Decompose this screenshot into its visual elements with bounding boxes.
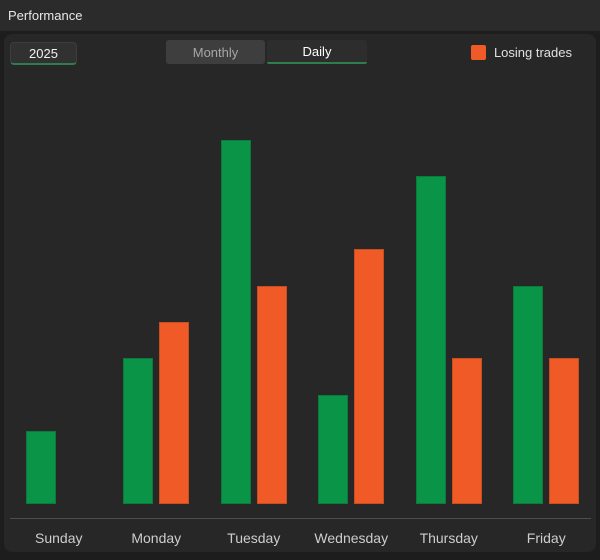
x-axis-label-thursday: Thursday (419, 530, 478, 546)
bar-wednesday-green[interactable] (318, 395, 349, 504)
losing-trades-swatch (470, 45, 486, 60)
bar-sunday-green[interactable] (25, 431, 56, 504)
legend: Losing trades (470, 45, 572, 60)
x-axis-label-monday: Monday (131, 530, 182, 546)
x-axis-label-tuesday: Tuesday (227, 530, 281, 546)
bar-monday-green[interactable] (123, 358, 154, 504)
page-title: Performance (8, 8, 83, 23)
legend-label: Losing trades (493, 45, 572, 60)
bar-friday-orange[interactable] (549, 358, 580, 504)
bar-friday-green[interactable] (513, 286, 544, 504)
x-axis-label-wednesday: Wednesday (314, 530, 389, 546)
tab-monthly[interactable]: Monthly (166, 40, 265, 64)
x-axis-label-sunday: Sunday (35, 530, 83, 546)
bar-thursday-orange[interactable] (451, 358, 482, 504)
performance-panel: 2025 Monthly Daily Losing trades Sunday M… (4, 34, 596, 552)
view-toggle: Monthly Daily (166, 40, 367, 64)
bar-tuesday-orange[interactable] (256, 286, 287, 504)
bar-thursday-green[interactable] (415, 176, 446, 504)
bar-wednesday-orange[interactable] (354, 249, 385, 504)
bar-tuesday-green[interactable] (220, 140, 251, 504)
tab-daily[interactable]: Daily (267, 40, 367, 64)
year-filter-button[interactable]: 2025 (10, 42, 77, 65)
x-axis-label-friday: Friday (526, 530, 566, 546)
bar-monday-orange[interactable] (159, 322, 190, 504)
x-axis-line (10, 518, 591, 519)
bar-chart: Sunday Monday Tuesday Wednesday Thursday Frid… (4, 34, 596, 552)
app-header: Performance (0, 0, 600, 31)
